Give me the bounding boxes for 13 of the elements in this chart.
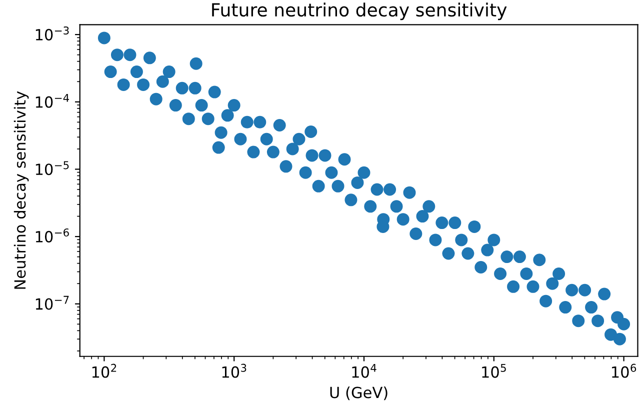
chart-title: Future neutrino decay sensitivity [212,2,507,20]
y-tick-label: 10$^{−7}$ [36,296,69,310]
y-axis-title: Neutrino decay sensitivity [14,91,29,289]
x-tick-label: 10$^{4}$ [352,364,376,378]
y-tick-label: 10$^{−5}$ [36,161,69,176]
x-tick-label: 10$^{2}$ [92,364,116,378]
x-tick-label: 10$^{5}$ [482,364,506,378]
y-tick-label: 10$^{−4}$ [36,94,69,108]
y-tick-label: 10$^{−6}$ [36,228,69,242]
y-tick-label: 10$^{−3}$ [36,26,69,40]
x-tick-label: 10$^{3}$ [222,364,246,378]
x-tick-label: 10$^{6}$ [612,364,636,378]
x-axis-title: U (GeV) [330,386,388,400]
